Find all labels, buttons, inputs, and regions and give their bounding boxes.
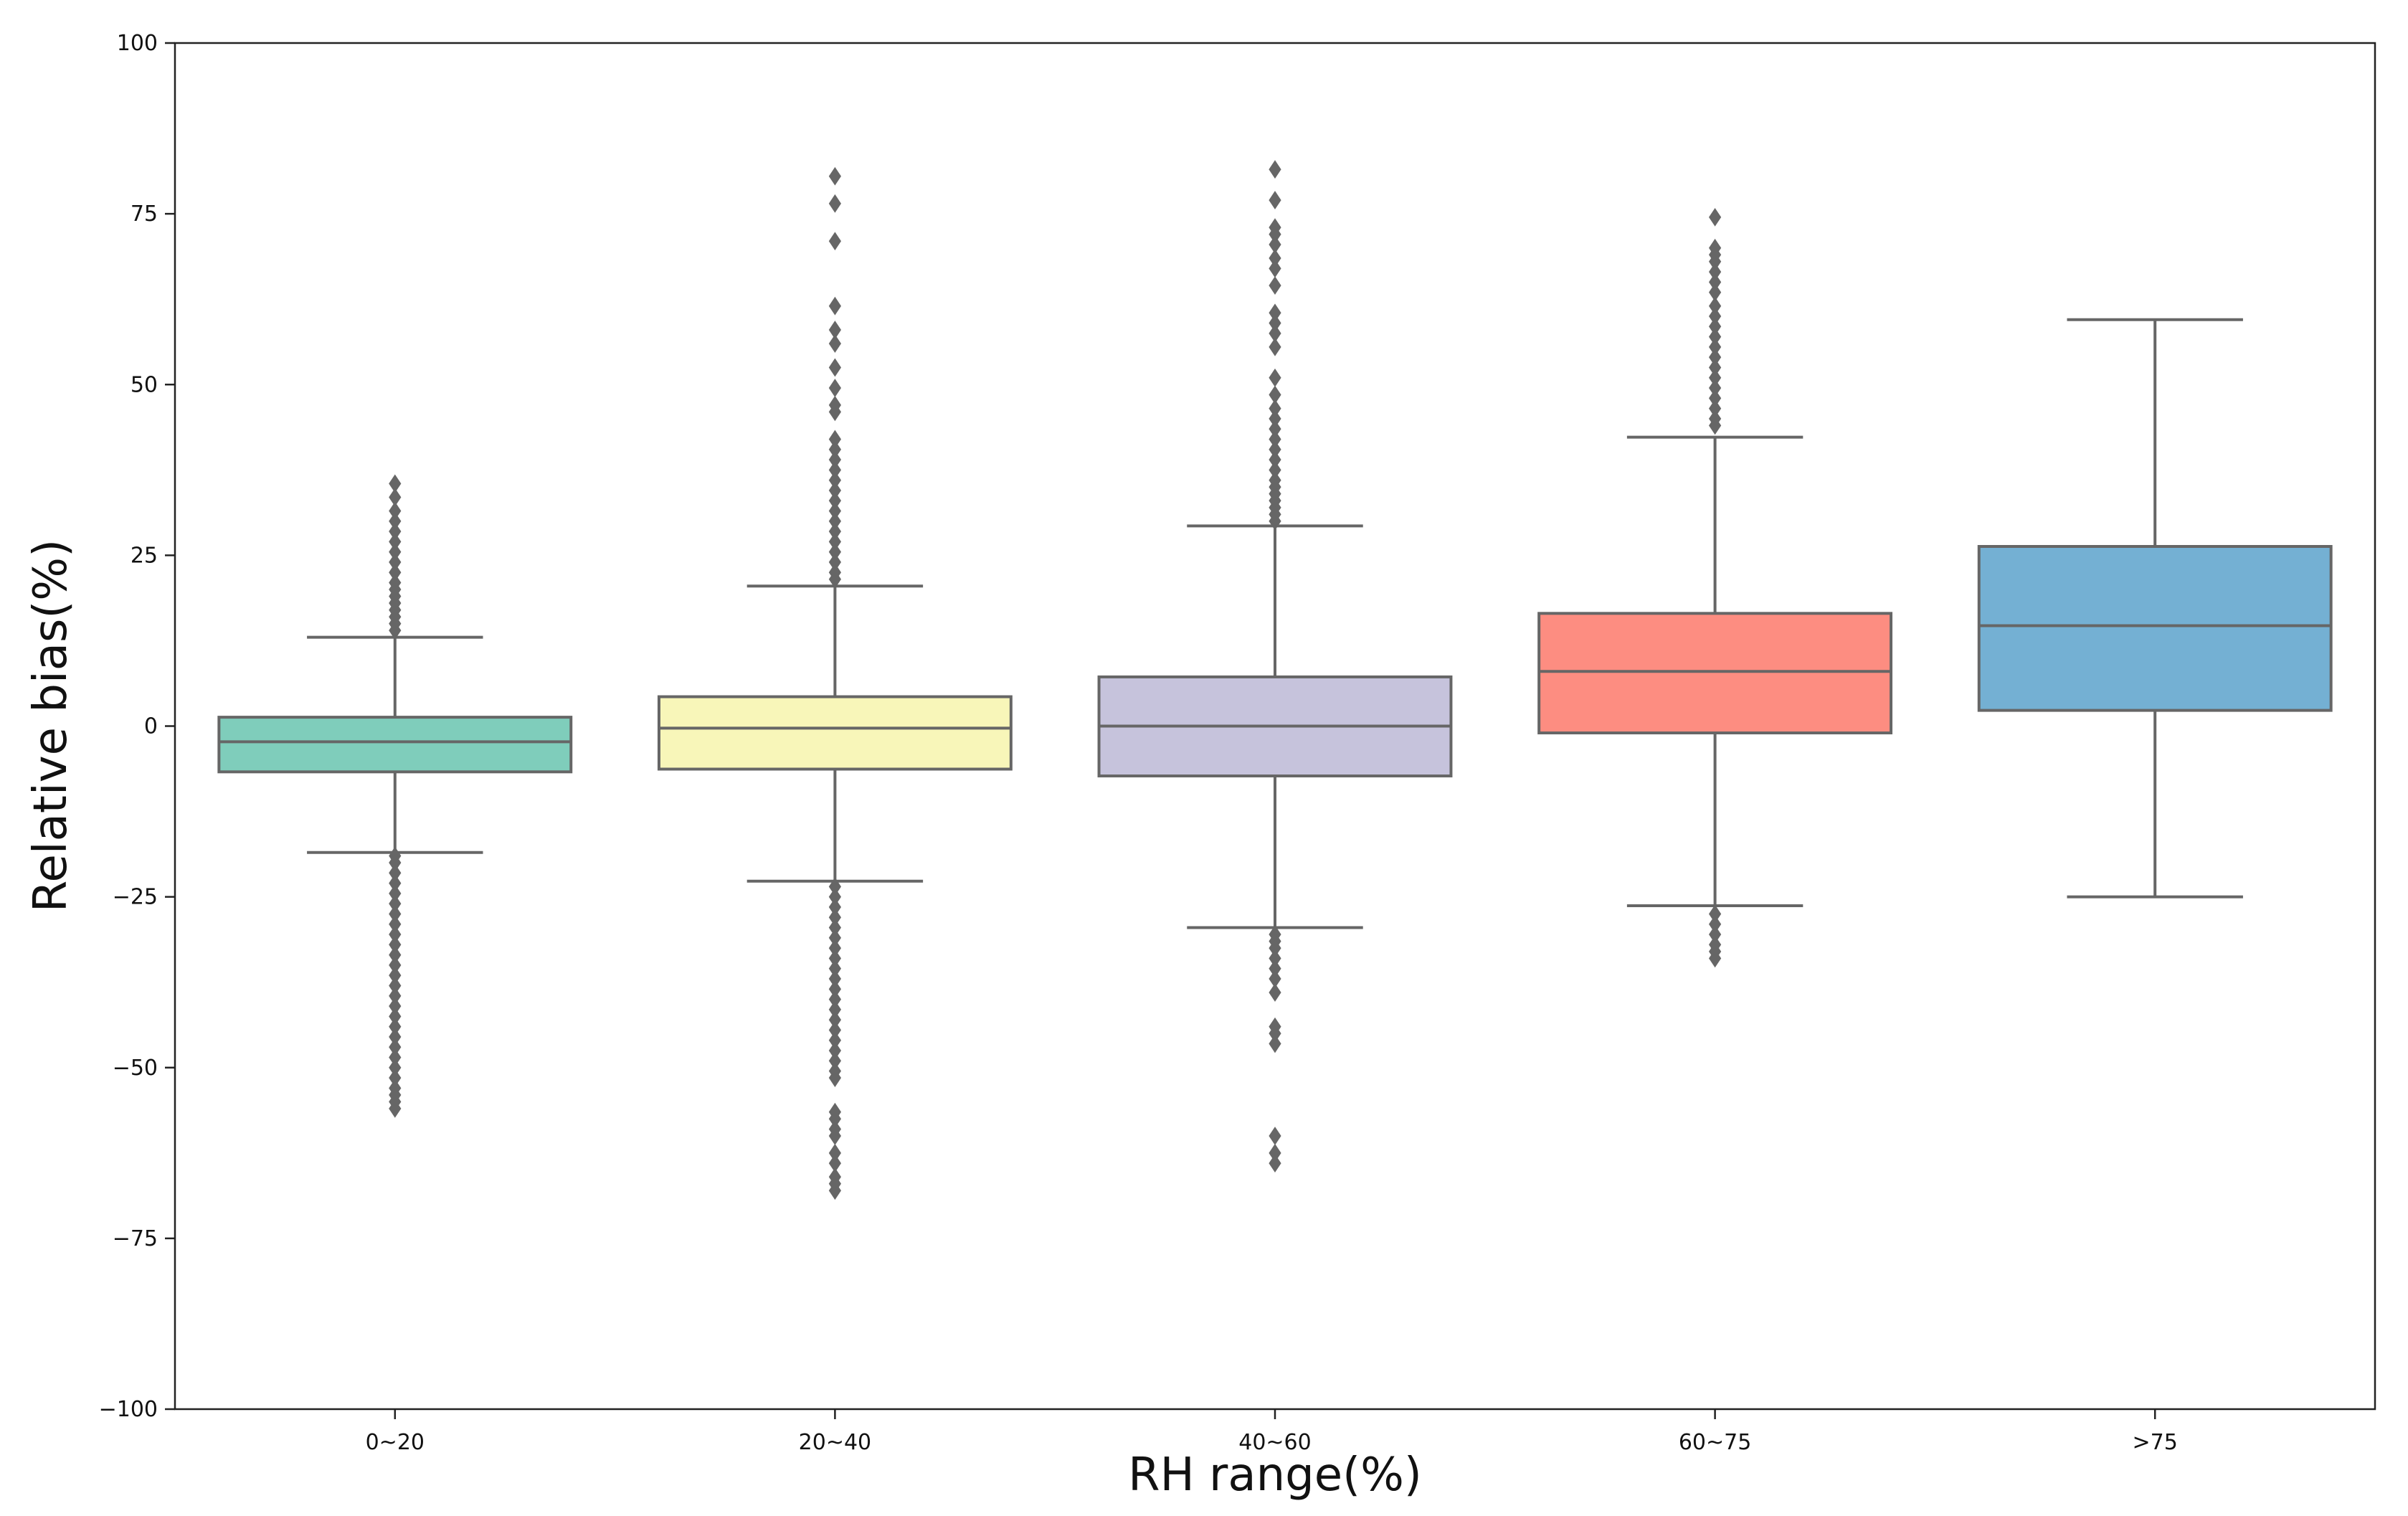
outlier-point — [389, 621, 402, 640]
outlier-point — [1708, 949, 1722, 968]
outlier-point — [828, 1181, 842, 1200]
outlier-point — [1708, 207, 1722, 227]
outlier-point — [1269, 1154, 1281, 1173]
outlier-point — [1269, 1127, 1281, 1145]
outlier-point — [828, 1069, 842, 1087]
outlier-point — [828, 296, 842, 316]
iqr-box — [1977, 544, 2333, 712]
outlier-point — [828, 194, 842, 213]
x-axis-label: RH range(%) — [1128, 1449, 1422, 1502]
y-tick-label: −25 — [113, 885, 158, 910]
y-axis-label: Relative bias(%) — [24, 539, 77, 912]
box-group-4 — [1977, 318, 2333, 899]
y-tick-label: 50 — [131, 372, 158, 397]
outlier-point — [828, 379, 842, 397]
box-group-0 — [217, 474, 573, 1118]
y-tick-label: 100 — [117, 31, 158, 56]
outlier-point — [1708, 416, 1722, 435]
x-tick-label: 20~40 — [799, 1430, 871, 1455]
iqr-box — [217, 716, 573, 774]
iqr-box — [1537, 612, 1893, 735]
outlier-point — [828, 232, 842, 251]
box-group-3 — [1537, 207, 1893, 968]
y-tick-label: 0 — [144, 714, 158, 739]
outlier-point — [828, 358, 842, 377]
outlier-point — [1269, 276, 1281, 295]
outlier-point — [828, 402, 842, 422]
outlier-point — [389, 1099, 402, 1118]
y-tick-label: 25 — [131, 543, 158, 568]
outlier-point — [1269, 511, 1281, 531]
x-tick-label: >75 — [2133, 1430, 2178, 1455]
outlier-point — [828, 334, 842, 354]
outlier-point — [828, 569, 842, 589]
x-tick-label: 40~60 — [1238, 1430, 1311, 1455]
y-tick-label: −75 — [113, 1226, 158, 1251]
outlier-point — [1269, 191, 1281, 209]
iqr-box — [657, 695, 1013, 771]
outlier-point — [1269, 1034, 1281, 1053]
plot-area — [217, 160, 2333, 1200]
outlier-point — [1269, 337, 1281, 356]
y-tick-label: −50 — [113, 1056, 158, 1081]
y-tick-label: 75 — [131, 202, 158, 227]
outlier-point — [828, 166, 842, 186]
x-tick-label: 60~75 — [1679, 1430, 1751, 1455]
outlier-point — [1269, 259, 1281, 278]
outlier-point — [1269, 368, 1281, 387]
box-group-1 — [657, 166, 1013, 1200]
box-group-2 — [1097, 160, 1453, 1173]
x-tick-label: 0~20 — [366, 1430, 425, 1455]
outlier-point — [1269, 160, 1281, 179]
axes: −100 −75 −50 −25 0 25 50 75 100 0~20 20~40 40~60 60~… — [99, 31, 2178, 1455]
outlier-point — [1269, 983, 1281, 1002]
y-tick-label: −100 — [99, 1397, 158, 1422]
